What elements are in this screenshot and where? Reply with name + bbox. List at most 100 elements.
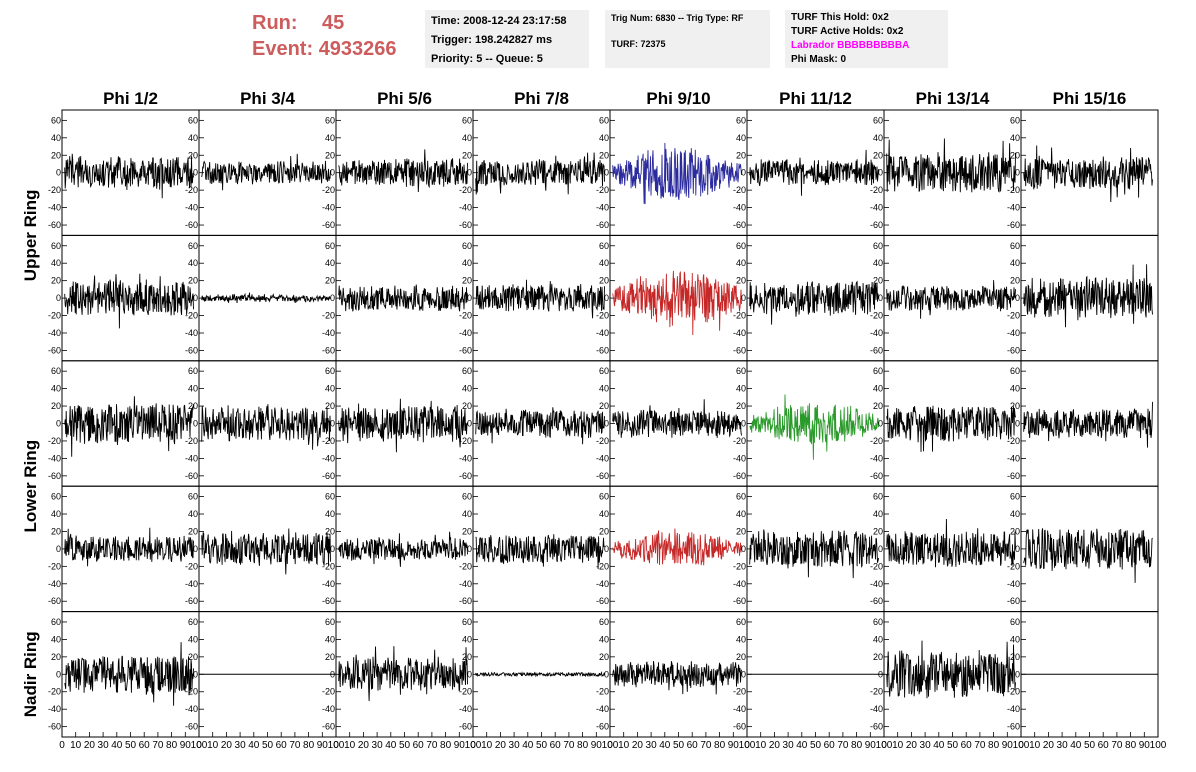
column-header-7: Phi 13/14 [916, 89, 990, 108]
y-tick-label: 60 [188, 241, 198, 251]
x-tick-label: 50 [399, 740, 411, 751]
row-header-3: Nadir Ring [21, 631, 40, 717]
y-tick-label: -60 [733, 596, 746, 606]
x-tick-label: 70 [289, 740, 301, 751]
y-tick-label: 20 [1010, 526, 1020, 536]
waveform-trace [1023, 401, 1153, 448]
y-tick-label: 60 [1010, 492, 1020, 502]
y-tick-label: 40 [599, 509, 609, 519]
y-tick-label: 0 [741, 293, 746, 303]
x-tick-label: 60 [1098, 740, 1110, 751]
y-tick-label: -40 [733, 704, 746, 714]
x-tick-label: 80 [440, 740, 452, 751]
y-tick-label: 20 [1010, 401, 1020, 411]
x-tick-label: 20 [1043, 740, 1055, 751]
y-tick-label: -20 [459, 436, 472, 446]
x-tick-label: 0 [59, 740, 65, 751]
y-tick-label: -40 [48, 579, 61, 589]
waveform-trace [201, 404, 331, 450]
y-tick-label: 40 [736, 258, 746, 268]
y-tick-label: -20 [1007, 561, 1020, 571]
y-tick-label: 40 [325, 133, 335, 143]
y-tick-label: -60 [870, 596, 883, 606]
y-tick-label: -60 [322, 471, 335, 481]
y-tick-label: 60 [51, 115, 61, 125]
y-tick-label: 60 [599, 366, 609, 376]
y-tick-label: -20 [870, 561, 883, 571]
y-tick-label: -40 [1007, 579, 1020, 589]
y-tick-label: -60 [596, 220, 609, 230]
trigger-text: Trigger: 198.242827 ms [431, 34, 553, 46]
y-tick-label: -60 [459, 471, 472, 481]
y-tick-label: 0 [56, 544, 61, 554]
y-tick-label: 0 [467, 544, 472, 554]
waveform-trace [201, 153, 331, 191]
y-tick-label: 40 [1010, 258, 1020, 268]
waveform-trace [612, 661, 742, 695]
x-tick-label: 10 [207, 740, 219, 751]
y-tick-label: 40 [51, 258, 61, 268]
x-tick-label: 20 [221, 740, 233, 751]
time-text: Time: 2008-12-24 23:17:58 [431, 15, 567, 27]
y-tick-label: -20 [322, 436, 335, 446]
x-tick-label: 90 [1002, 740, 1014, 751]
y-tick-label: -20 [596, 436, 609, 446]
y-tick-label: 40 [1010, 634, 1020, 644]
y-tick-label: 60 [873, 492, 883, 502]
y-tick-label: -40 [870, 579, 883, 589]
x-tick-label: 30 [372, 740, 384, 751]
y-tick-label: 60 [1010, 115, 1020, 125]
x-tick-label: 10 [618, 740, 630, 751]
y-tick-label: 20 [736, 401, 746, 411]
y-tick-label: 0 [604, 168, 609, 178]
y-tick-label: 20 [188, 276, 198, 286]
y-tick-label: 60 [462, 241, 472, 251]
y-tick-label: -60 [48, 471, 61, 481]
y-tick-label: -40 [733, 579, 746, 589]
y-tick-label: 40 [188, 258, 198, 268]
y-tick-label: 20 [873, 526, 883, 536]
y-tick-label: -40 [48, 704, 61, 714]
x-tick-label: 0 [744, 740, 750, 751]
x-tick-label: 50 [673, 740, 685, 751]
y-tick-label: 60 [188, 366, 198, 376]
y-tick-label: -40 [185, 704, 198, 714]
y-tick-label: 20 [51, 652, 61, 662]
y-tick-label: 20 [325, 401, 335, 411]
y-tick-label: -20 [1007, 687, 1020, 697]
y-tick-label: 20 [462, 150, 472, 160]
x-tick-label: 90 [317, 740, 329, 751]
y-tick-label: 0 [878, 669, 883, 679]
run-label: Run: [252, 12, 298, 34]
y-tick-label: -20 [48, 185, 61, 195]
trig-num-text: Trig Num: 6830 -- Trig Type: RF [611, 13, 744, 23]
y-tick-label: 40 [51, 634, 61, 644]
y-tick-label: -20 [1007, 311, 1020, 321]
y-tick-label: 60 [1010, 366, 1020, 376]
y-tick-label: -40 [459, 328, 472, 338]
x-tick-label: 60 [139, 740, 151, 751]
y-tick-label: -20 [1007, 185, 1020, 195]
y-tick-label: 40 [736, 133, 746, 143]
y-tick-label: 0 [604, 419, 609, 429]
x-tick-label: 0 [607, 740, 613, 751]
y-tick-label: -40 [1007, 203, 1020, 213]
y-tick-label: -40 [185, 328, 198, 338]
x-tick-label: 40 [385, 740, 397, 751]
y-tick-label: 0 [1015, 669, 1020, 679]
column-header-4: Phi 7/8 [514, 89, 569, 108]
y-tick-label: 60 [188, 115, 198, 125]
x-tick-label: 90 [454, 740, 466, 751]
y-tick-label: 40 [1010, 133, 1020, 143]
y-tick-label: -40 [322, 579, 335, 589]
x-tick-label: 80 [851, 740, 863, 751]
x-tick-label: 80 [1125, 740, 1137, 751]
y-tick-label: -40 [185, 203, 198, 213]
y-tick-label: 20 [325, 276, 335, 286]
y-tick-label: 0 [1015, 293, 1020, 303]
y-tick-label: -20 [185, 311, 198, 321]
waveform-trace [475, 279, 605, 319]
y-tick-label: 60 [873, 617, 883, 627]
y-tick-label: -40 [459, 453, 472, 463]
y-tick-label: 40 [599, 133, 609, 143]
